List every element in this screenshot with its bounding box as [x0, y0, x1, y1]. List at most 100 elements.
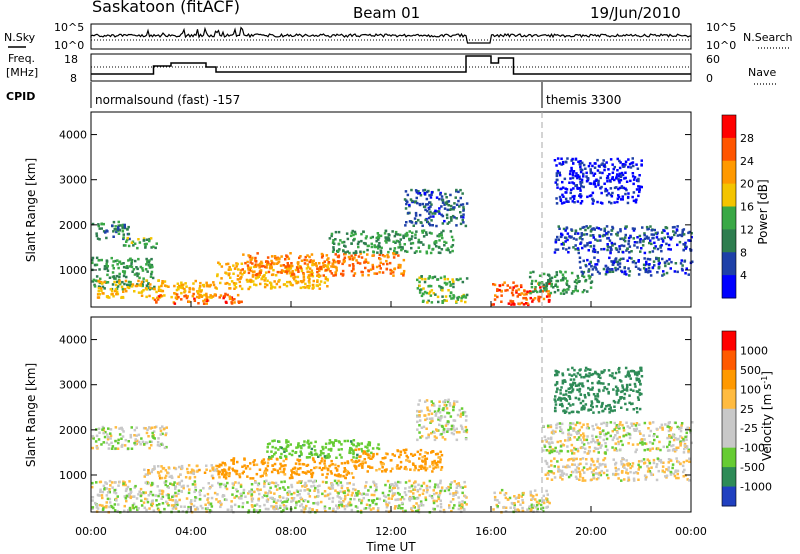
range-cell — [408, 220, 412, 223]
range-cell — [554, 248, 557, 251]
range-cell — [455, 427, 458, 431]
range-cell — [148, 294, 151, 298]
range-cell — [614, 257, 618, 260]
range-cell — [331, 500, 334, 503]
range-cell — [352, 449, 355, 452]
range-cell — [595, 263, 599, 266]
range-cell — [129, 490, 132, 493]
range-cell — [630, 161, 633, 165]
range-cell — [624, 160, 628, 163]
range-cell — [302, 286, 305, 289]
range-cell — [574, 448, 577, 451]
range-cell — [177, 287, 180, 291]
range-cell — [135, 266, 138, 269]
range-cell — [292, 471, 295, 474]
range-cell — [440, 195, 444, 198]
range-cell — [593, 250, 597, 254]
range-cell — [414, 233, 417, 236]
range-cell — [590, 280, 594, 283]
range-cell — [327, 453, 330, 456]
range-cell — [303, 443, 306, 447]
range-cell — [439, 460, 442, 464]
range-cell — [431, 247, 435, 251]
range-cell — [151, 493, 155, 497]
range-cell — [679, 435, 682, 438]
range-cell — [573, 446, 576, 450]
range-cell — [269, 496, 272, 500]
range-cell — [568, 438, 572, 441]
range-cell — [428, 485, 432, 489]
range-cell — [439, 479, 442, 483]
range-cell — [116, 495, 119, 498]
range-cell — [556, 289, 560, 292]
range-cell — [579, 202, 583, 205]
range-cell — [119, 426, 123, 430]
range-cell — [304, 255, 307, 259]
range-cell — [276, 507, 280, 511]
range-cell — [323, 507, 327, 510]
range-cell — [417, 238, 421, 242]
range-cell — [619, 257, 623, 261]
range-cell — [421, 459, 424, 462]
range-cell — [574, 248, 577, 251]
range-cell — [545, 461, 549, 465]
range-cell — [112, 230, 115, 233]
range-cell — [639, 185, 642, 188]
range-cell — [452, 295, 456, 298]
range-cell — [595, 268, 598, 271]
range-cell — [634, 265, 638, 268]
range-cell — [581, 226, 584, 229]
range-cell — [684, 241, 687, 245]
range-cell — [352, 476, 355, 479]
range-cell — [286, 280, 289, 284]
range-cell — [465, 202, 469, 205]
range-cell — [209, 502, 213, 505]
range-cell — [676, 425, 679, 429]
colorbar-swatch — [722, 137, 736, 162]
range-cell — [663, 229, 666, 233]
range-cell — [127, 495, 130, 498]
range-cell — [582, 233, 586, 236]
range-cell — [199, 281, 202, 285]
range-cell — [352, 267, 355, 270]
range-cell — [647, 267, 651, 270]
range-cell — [581, 441, 584, 444]
range-cell — [627, 242, 630, 246]
range-cell — [414, 236, 417, 239]
range-cell — [676, 472, 679, 476]
range-cell — [634, 424, 638, 427]
range-cell — [378, 271, 381, 274]
range-cell — [432, 489, 435, 492]
range-cell — [118, 275, 121, 279]
range-cell — [409, 490, 413, 493]
range-cell — [314, 501, 317, 505]
range-cell — [570, 228, 573, 231]
range-cell — [293, 491, 296, 495]
range-cell — [562, 292, 566, 295]
range-cell — [271, 455, 274, 458]
range-cell — [426, 408, 430, 412]
range-cell — [289, 252, 292, 255]
range-cell — [285, 500, 289, 503]
range-cell — [534, 289, 537, 293]
range-cell — [233, 283, 236, 287]
range-cell — [331, 250, 335, 253]
range-cell — [566, 450, 570, 453]
range-cell — [326, 493, 330, 497]
range-cell — [258, 273, 261, 276]
range-cell — [648, 449, 652, 452]
range-cell — [569, 236, 572, 239]
range-cell — [210, 496, 214, 500]
range-cell — [613, 242, 617, 246]
range-cell — [593, 256, 596, 259]
range-cell — [306, 263, 309, 266]
range-cell — [125, 275, 128, 279]
range-cell — [308, 281, 311, 284]
range-cell — [337, 506, 341, 509]
range-cell — [548, 280, 551, 283]
range-cell — [669, 267, 672, 270]
range-cell — [414, 485, 417, 489]
range-cell — [614, 469, 618, 472]
range-cell — [313, 453, 317, 456]
range-cell — [154, 246, 157, 250]
